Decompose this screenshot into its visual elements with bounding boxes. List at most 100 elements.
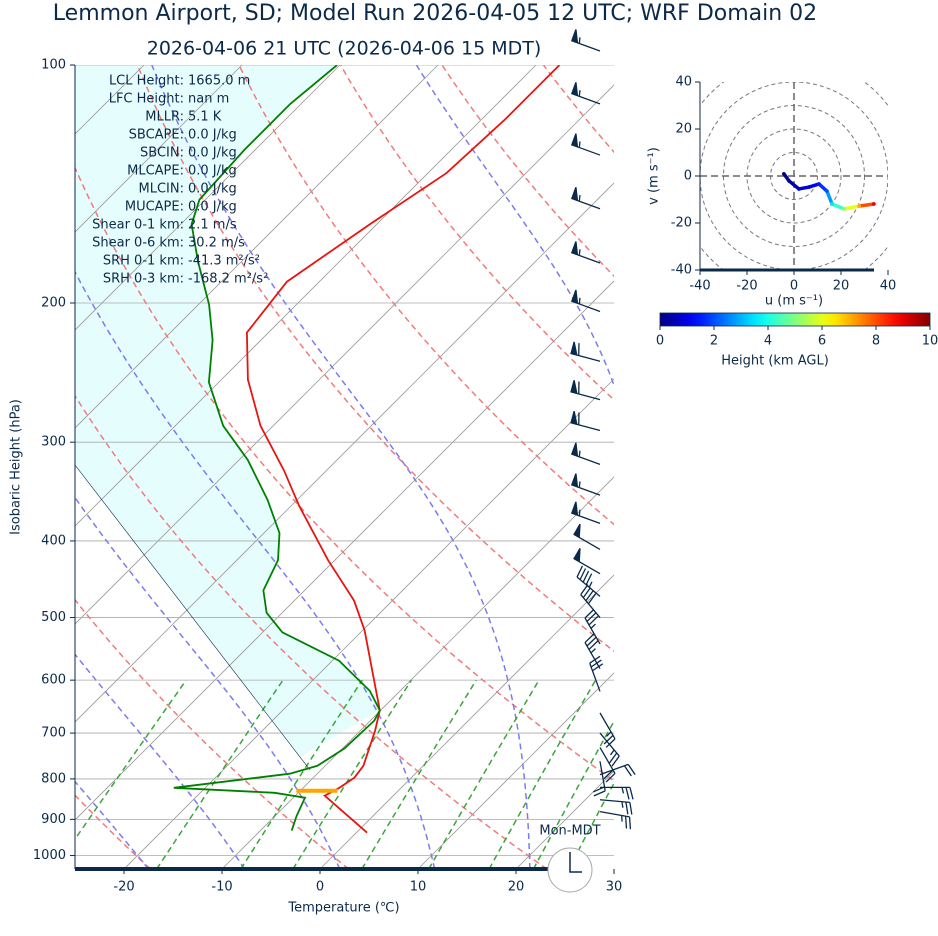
mixing-ratio-line: [75, 679, 187, 841]
hodo-x-tick-label: 0: [790, 279, 798, 294]
annotation-value: -41.3 m²/s²: [188, 254, 260, 269]
annotation-value: 0.0 J/kg: [188, 146, 237, 161]
profile-line: [173, 65, 381, 831]
wind-barb: [599, 712, 616, 748]
moist-adiabat: [75, 780, 149, 869]
moist-adiabat: [75, 653, 246, 869]
wind-barb: [570, 289, 601, 313]
hodo-x-tick-label: -20: [736, 279, 757, 294]
isotherm: [75, 65, 341, 331]
hodograph-point: [857, 204, 861, 208]
mixing-ratio-line: [428, 679, 540, 869]
reference-line: [75, 464, 311, 771]
wind-barb: [584, 633, 601, 669]
wind-barb: [570, 82, 601, 105]
wind-barb: [570, 501, 601, 524]
hodograph-point: [787, 179, 791, 183]
dry-adiabat: [75, 394, 548, 869]
wind-barb: [599, 811, 632, 830]
hodograph-point: [830, 202, 834, 206]
mixing-ratio-line: [623, 680, 721, 869]
y-tick-label: 300: [41, 435, 66, 450]
wind-barb: [600, 786, 634, 800]
wind-barb: [599, 732, 620, 767]
annotation-value: 0.0 J/kg: [188, 182, 237, 197]
hodograph-point: [817, 182, 821, 186]
annotation-label: MUCAPE:: [125, 200, 184, 215]
isotherm: [123, 378, 614, 869]
wind-barb: [580, 584, 601, 618]
plot-data: [173, 65, 561, 834]
annotation-label: LCL Height:: [109, 74, 184, 89]
outer: 100 200 300 400 500 600 700 800 900 1000 -20 -10 0 10…: [33, 29, 636, 895]
wind-barb: [573, 523, 601, 550]
isotherm: [221, 476, 614, 869]
clock-hands: [569, 852, 582, 873]
x-tick-label: -10: [211, 880, 232, 895]
hodograph-segment: [857, 202, 876, 208]
colorbar-tick-label: 4: [764, 334, 772, 349]
hodograph-segment: [787, 179, 801, 191]
x-tick-label: 30: [606, 880, 623, 895]
shaded-area: [75, 65, 380, 757]
dry-adiabat: [645, 65, 938, 869]
isotherm: [75, 65, 243, 233]
colorbar-tick-label: 10: [922, 334, 938, 349]
annotation-label: SBCAPE:: [129, 128, 184, 143]
colorbar-label: Height (km AGL): [721, 354, 829, 369]
profile-line: [245, 65, 561, 834]
isotherm: [75, 84, 614, 625]
annotation-label: SRH 0-1 km:: [103, 254, 184, 269]
y-tick-label: 800: [41, 771, 66, 786]
hodo-y-label: v (m s⁻¹): [647, 147, 662, 205]
isotherm: [613, 868, 614, 869]
chart-title: Lemmon Airport, SD; Model Run 2026-04-05…: [53, 1, 817, 26]
isotherm: [319, 574, 614, 869]
mixing-ratio-line: [156, 679, 284, 869]
colorbar: [659, 312, 931, 327]
x-tick-label: 0: [316, 880, 324, 895]
mixing-ratio-line: [532, 719, 614, 869]
hodo-x-tick-label: 40: [880, 279, 897, 294]
hodo-x-tick-label: -40: [689, 279, 710, 294]
wind-barb: [599, 799, 633, 815]
y-tick-label: 200: [41, 295, 66, 310]
wind-barb: [576, 565, 601, 597]
wind-barb: [570, 411, 601, 432]
wind-barb: [570, 29, 601, 52]
colorbar-tick-label: 2: [710, 334, 718, 349]
moist-adiabat: [75, 496, 341, 869]
annotation-value: -168.2 m²/s²: [188, 272, 268, 287]
hodograph-segment: [825, 189, 834, 206]
y-tick-label: 600: [41, 673, 66, 688]
x-tick-label: -20: [113, 880, 134, 895]
hodograph-point: [842, 207, 846, 211]
annotation-value: nan m: [188, 92, 229, 107]
dry-adiabat: [75, 598, 350, 869]
annotation-value: 0.0 J/kg: [188, 164, 237, 179]
hodograph-segment: [830, 202, 846, 211]
chart-subtitle: 2026-04-06 21 UTC (2026-04-06 15 MDT): [147, 38, 542, 60]
isotherm: [75, 182, 614, 723]
mixing-ratio-line: [361, 679, 477, 869]
annotation-label: MLLR:: [145, 110, 184, 125]
x-tick-label: 20: [508, 880, 525, 895]
y-tick-label: 700: [41, 726, 66, 741]
hodograph-segment: [842, 204, 861, 211]
plot-background: [75, 65, 938, 869]
annotation-value: 5.1 K: [188, 110, 222, 125]
wind-barb: [570, 133, 601, 156]
isotherm: [75, 280, 614, 821]
hodo-y-tick-label: -20: [671, 216, 692, 231]
wind-barb: [589, 655, 604, 692]
isotherm: [75, 65, 537, 527]
hodo-y-tick-label: 40: [675, 75, 692, 90]
y-tick-label: 100: [41, 58, 66, 73]
annotation-value: 0.0 J/kg: [188, 200, 237, 215]
dry-adiabat: [75, 165, 614, 782]
y-axis-label: Isobaric Height (hPa): [9, 399, 24, 535]
hodo-x-tick-label: 20: [833, 279, 850, 294]
hodograph-plot: [700, 82, 888, 270]
colorbar-tick-label: 6: [818, 334, 826, 349]
dry-adiabat: [339, 65, 614, 401]
